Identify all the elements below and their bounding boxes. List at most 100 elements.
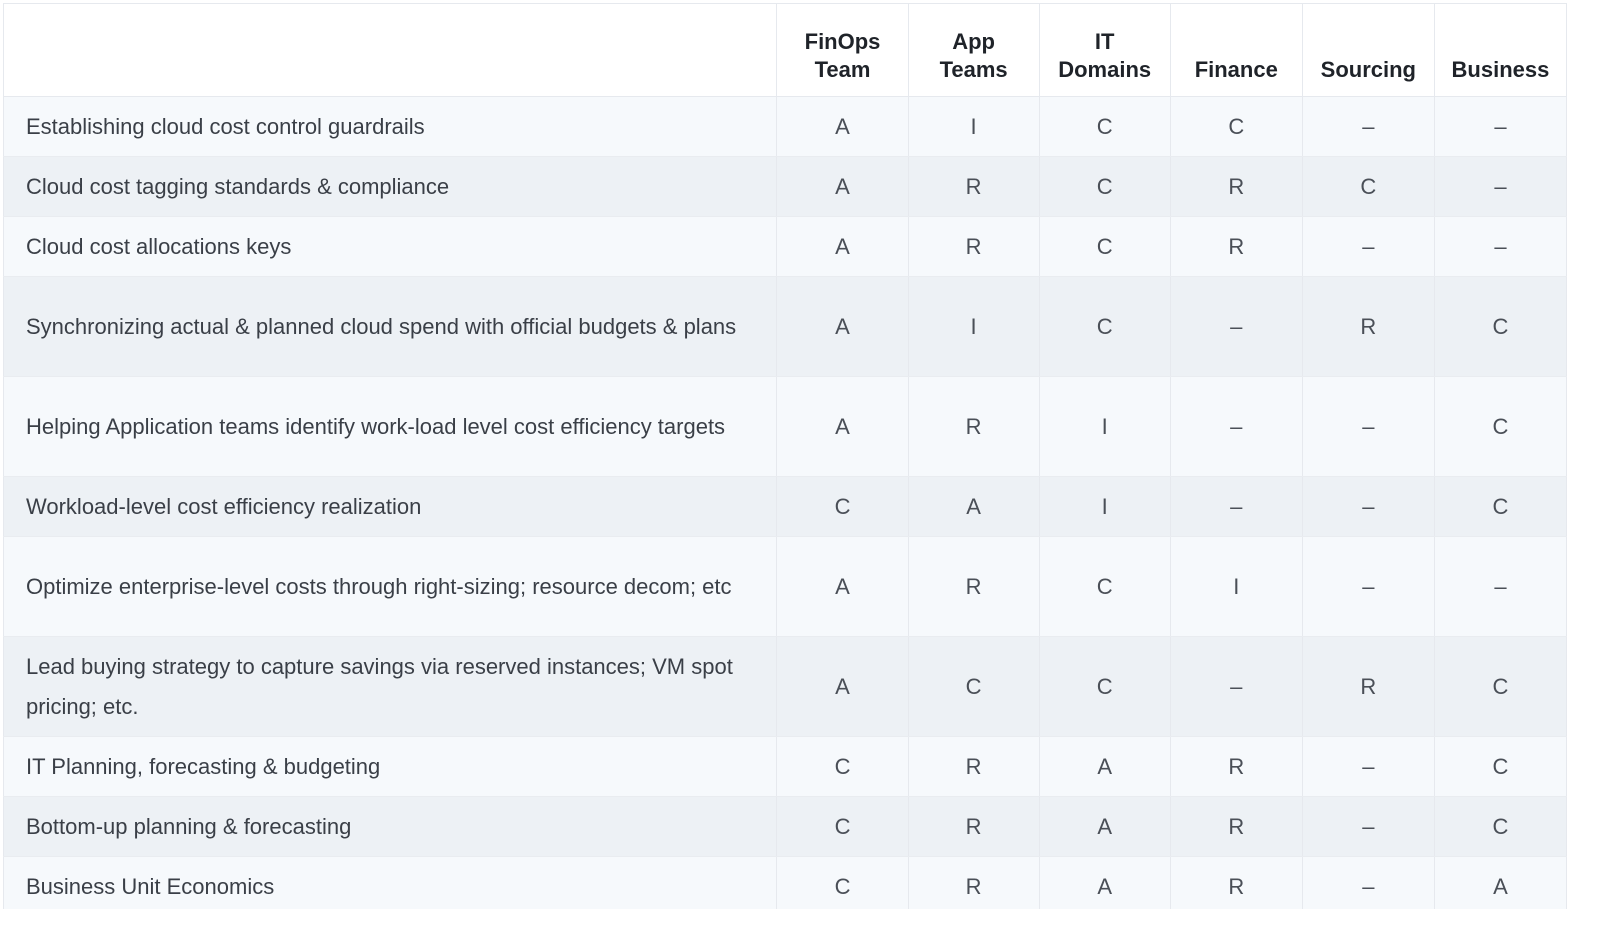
it-cell: I <box>1039 476 1171 537</box>
finance-cell: – <box>1170 376 1303 477</box>
sourcing-cell: – <box>1302 796 1435 857</box>
it-cell: C <box>1039 156 1171 217</box>
finance-cell: – <box>1170 636 1303 737</box>
finance-cell: R <box>1170 736 1303 797</box>
header-task <box>3 3 778 97</box>
it-cell: A <box>1039 736 1171 797</box>
business-cell: C <box>1434 636 1567 737</box>
task-cell: Cloud cost allocations keys <box>3 216 778 277</box>
header-finops-team: FinOps Team <box>776 3 909 97</box>
business-cell: C <box>1434 376 1567 477</box>
app-cell: R <box>908 156 1040 217</box>
business-cell: C <box>1434 276 1567 377</box>
app-cell: R <box>908 796 1040 857</box>
table-header: FinOps Team App Teams IT Domains Finance So… <box>3 3 1567 97</box>
sourcing-cell: – <box>1302 216 1435 277</box>
it-cell: A <box>1039 856 1171 909</box>
header-it-line1: IT <box>1094 29 1115 54</box>
sourcing-cell: – <box>1302 96 1435 157</box>
finops-cell: A <box>776 276 909 377</box>
table-row: Cloud cost tagging standards & complianc… <box>3 156 1567 217</box>
finops-cell: A <box>776 156 909 217</box>
finance-cell: R <box>1170 216 1303 277</box>
finance-cell: – <box>1170 276 1303 377</box>
task-cell: Bottom-up planning & forecasting <box>3 796 778 857</box>
finops-cell: A <box>776 636 909 737</box>
table-row: Establishing cloud cost control guardrai… <box>3 96 1567 157</box>
header-it-line2: Domains <box>1058 57 1152 82</box>
sourcing-cell: – <box>1302 536 1435 637</box>
app-cell: I <box>908 96 1040 157</box>
finance-cell: I <box>1170 536 1303 637</box>
it-cell: C <box>1039 96 1171 157</box>
it-cell: C <box>1039 636 1171 737</box>
app-cell: A <box>908 476 1040 537</box>
finance-cell: – <box>1170 476 1303 537</box>
app-cell: R <box>908 736 1040 797</box>
task-cell: Business Unit Economics <box>3 856 778 909</box>
sourcing-cell: C <box>1302 156 1435 217</box>
task-cell: Optimize enterprise-level costs through … <box>3 536 778 637</box>
header-app-line2: Teams <box>939 57 1008 82</box>
raci-table: FinOps Team App Teams IT Domains Finance So… <box>3 3 1567 909</box>
task-cell: IT Planning, forecasting & budgeting <box>3 736 778 797</box>
raci-matrix: FinOps Team App Teams IT Domains Finance So… <box>3 3 1567 909</box>
finance-cell: R <box>1170 796 1303 857</box>
finops-cell: C <box>776 796 909 857</box>
table-row: IT Planning, forecasting & budgeting C R… <box>3 736 1567 797</box>
it-cell: A <box>1039 796 1171 857</box>
header-sourcing: Sourcing <box>1302 3 1435 97</box>
sourcing-cell: R <box>1302 276 1435 377</box>
table-row: Optimize enterprise-level costs through … <box>3 536 1567 637</box>
it-cell: C <box>1039 276 1171 377</box>
business-cell: – <box>1434 96 1567 157</box>
sourcing-cell: – <box>1302 376 1435 477</box>
app-cell: C <box>908 636 1040 737</box>
it-cell: C <box>1039 536 1171 637</box>
header-finops-line1: FinOps <box>804 29 881 54</box>
sourcing-cell: R <box>1302 636 1435 737</box>
business-cell: – <box>1434 536 1567 637</box>
sourcing-cell: – <box>1302 736 1435 797</box>
finance-cell: C <box>1170 96 1303 157</box>
table-row: Helping Application teams identify work-… <box>3 376 1567 477</box>
table-body: Establishing cloud cost control guardrai… <box>3 96 1567 909</box>
task-cell: Workload-level cost efficiency realizati… <box>3 476 778 537</box>
business-cell: – <box>1434 156 1567 217</box>
business-cell: – <box>1434 216 1567 277</box>
finops-cell: C <box>776 476 909 537</box>
app-cell: R <box>908 536 1040 637</box>
finops-cell: A <box>776 216 909 277</box>
finops-cell: C <box>776 856 909 909</box>
table-row: Bottom-up planning & forecasting C R A R… <box>3 796 1567 857</box>
task-cell: Lead buying strategy to capture savings … <box>3 636 778 737</box>
business-cell: C <box>1434 796 1567 857</box>
business-cell: C <box>1434 476 1567 537</box>
task-cell: Cloud cost tagging standards & complianc… <box>3 156 778 217</box>
header-row: FinOps Team App Teams IT Domains Finance So… <box>3 3 1567 97</box>
table-row: Business Unit Economics C R A R – A <box>3 856 1567 909</box>
task-cell: Synchronizing actual & planned cloud spe… <box>3 276 778 377</box>
app-cell: R <box>908 856 1040 909</box>
table-row: Workload-level cost efficiency realizati… <box>3 476 1567 537</box>
finops-cell: C <box>776 736 909 797</box>
finance-cell: R <box>1170 156 1303 217</box>
it-cell: C <box>1039 216 1171 277</box>
header-business: Business <box>1434 3 1567 97</box>
header-it-domains: IT Domains <box>1039 3 1171 97</box>
table-row: Synchronizing actual & planned cloud spe… <box>3 276 1567 377</box>
app-cell: R <box>908 216 1040 277</box>
sourcing-cell: – <box>1302 856 1435 909</box>
header-app-line1: App <box>952 29 995 54</box>
header-finops-line2: Team <box>814 57 871 82</box>
header-app-teams: App Teams <box>908 3 1040 97</box>
table-row: Cloud cost allocations keys A R C R – – <box>3 216 1567 277</box>
header-finance: Finance <box>1170 3 1303 97</box>
finance-cell: R <box>1170 856 1303 909</box>
finops-cell: A <box>776 536 909 637</box>
it-cell: I <box>1039 376 1171 477</box>
finops-cell: A <box>776 96 909 157</box>
sourcing-cell: – <box>1302 476 1435 537</box>
business-cell: A <box>1434 856 1567 909</box>
task-cell: Establishing cloud cost control guardrai… <box>3 96 778 157</box>
